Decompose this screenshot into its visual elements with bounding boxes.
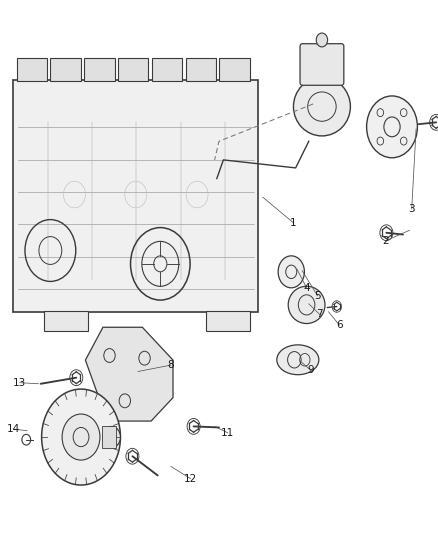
Circle shape [316,33,328,47]
Text: 12: 12 [184,474,197,483]
Circle shape [42,389,120,485]
Text: 1: 1 [290,218,297,228]
FancyBboxPatch shape [50,58,81,81]
Bar [44,311,88,331]
Text: 6: 6 [336,320,343,330]
Ellipse shape [293,77,350,136]
Circle shape [367,96,417,158]
Circle shape [103,426,120,448]
FancyBboxPatch shape [152,58,182,81]
Ellipse shape [288,286,325,324]
FancyBboxPatch shape [186,58,216,81]
FancyBboxPatch shape [84,58,115,81]
Text: 13: 13 [13,378,26,387]
FancyBboxPatch shape [102,426,116,448]
Text: 14: 14 [7,424,20,434]
Text: 8: 8 [167,360,174,370]
Text: 7: 7 [316,310,323,319]
Circle shape [278,256,304,288]
FancyBboxPatch shape [13,80,258,312]
Ellipse shape [277,345,319,375]
FancyBboxPatch shape [300,44,344,85]
Bar [206,311,250,331]
Text: 9: 9 [307,366,314,375]
Text: 4: 4 [303,283,310,293]
Polygon shape [85,327,173,421]
Text: 2: 2 [382,236,389,246]
Text: 11: 11 [221,428,234,438]
Text: 5: 5 [314,291,321,301]
FancyBboxPatch shape [118,58,148,81]
FancyBboxPatch shape [17,58,47,81]
FancyBboxPatch shape [219,58,250,81]
Text: 3: 3 [408,204,415,214]
Circle shape [62,414,100,460]
